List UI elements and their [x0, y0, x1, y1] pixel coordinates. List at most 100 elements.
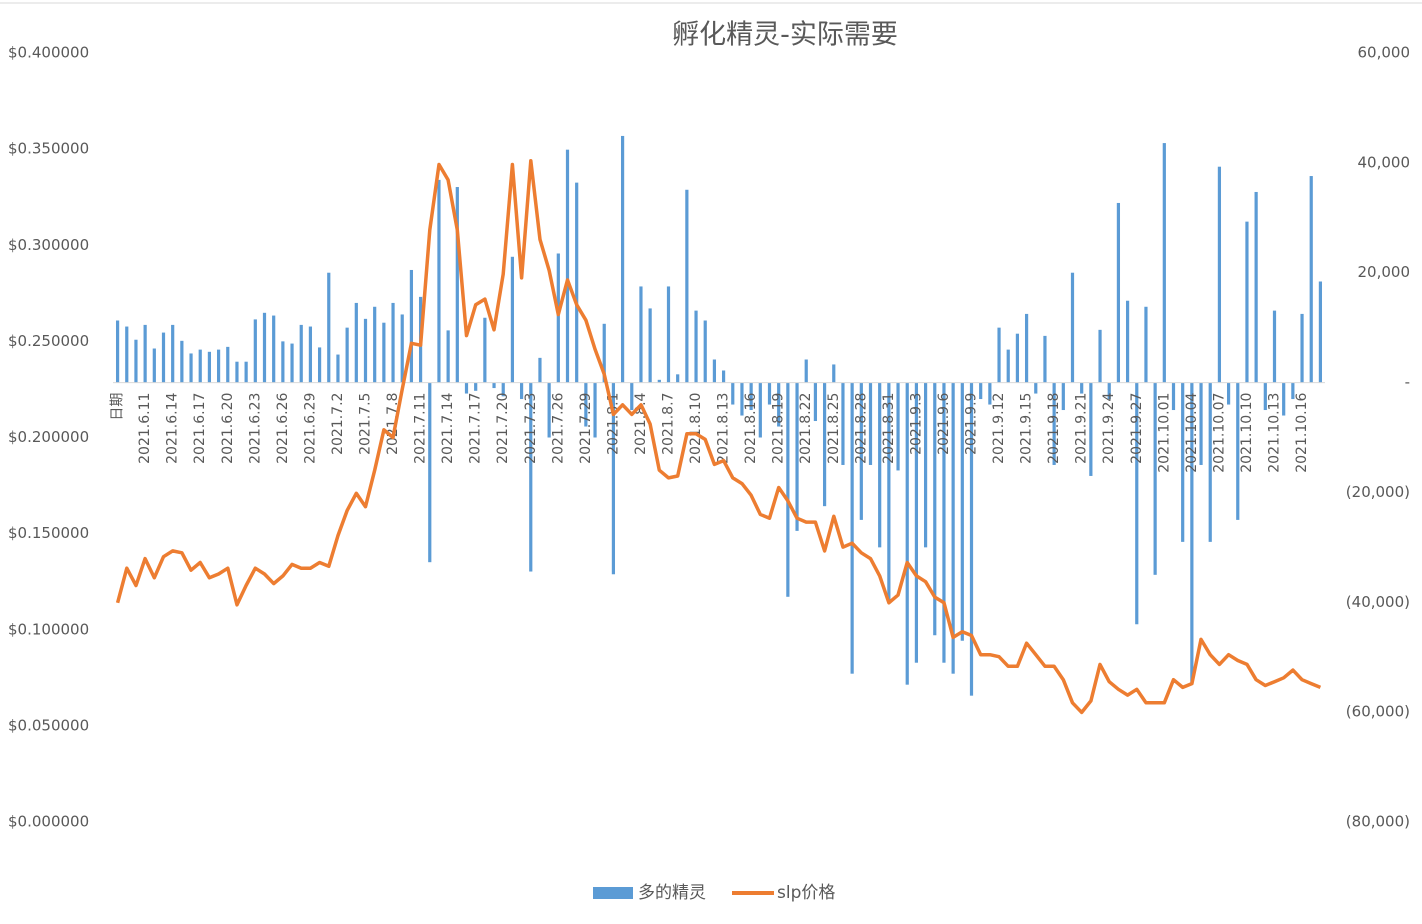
bar: [501, 382, 505, 397]
x-tick-label: 2021.8.16: [743, 392, 759, 463]
bar: [446, 330, 450, 383]
bar: [529, 382, 533, 572]
bar: [960, 382, 964, 641]
bar: [1080, 382, 1084, 394]
bar: [290, 343, 294, 383]
bar: [923, 382, 928, 548]
bar: [1263, 382, 1267, 411]
bar: [1217, 166, 1222, 383]
bar: [1245, 221, 1249, 383]
bar: [1015, 333, 1020, 383]
bar: [207, 351, 212, 383]
bar: [676, 374, 680, 383]
bar: [602, 323, 606, 383]
bar: [226, 346, 230, 383]
bar: [1024, 313, 1029, 383]
bar: [868, 382, 873, 465]
bar: [611, 382, 616, 575]
x-tick-label: 2021.8.28: [853, 393, 869, 464]
bar: [1208, 382, 1212, 542]
bar: [382, 322, 386, 383]
bar: [409, 269, 414, 383]
bar: [400, 314, 404, 383]
bar: [1162, 143, 1166, 383]
x-tick-label: 2021.10.04: [1184, 392, 1200, 472]
x-tick-label: 2021.10.10: [1239, 393, 1255, 473]
bar: [1272, 310, 1277, 383]
bar: [474, 382, 478, 391]
legend-label: slp价格: [777, 883, 835, 903]
y-tick-label: $0.200000: [8, 428, 89, 446]
x-tick-label: 2021.9.21: [1074, 393, 1090, 464]
legend-label: 多的精灵: [638, 883, 706, 903]
bar: [1291, 382, 1295, 400]
bar: [914, 382, 919, 663]
bar: [896, 382, 900, 471]
bar: [767, 382, 772, 405]
bar: [1098, 329, 1102, 383]
y-tick-label: $0.350000: [8, 140, 89, 158]
chart-title: 孵化精灵-实际需要: [672, 20, 898, 51]
x-tick-label: 2021.7.5: [358, 393, 374, 455]
bar: [841, 382, 845, 465]
bar: [822, 382, 827, 507]
bar: [1236, 382, 1240, 520]
x-tick-label: 2021.7.11: [413, 393, 429, 464]
bar: [1125, 300, 1130, 383]
bar: [428, 382, 432, 563]
bar: [556, 253, 560, 383]
x-tick-label: 2021.10.01: [1156, 393, 1172, 473]
x-tick-label: 2021.8.4: [633, 392, 649, 454]
line: [115, 158, 1322, 715]
bar: [1190, 382, 1194, 685]
bar: [327, 272, 331, 383]
bar: [758, 382, 762, 438]
bar: [777, 382, 781, 427]
bar: [373, 306, 377, 383]
x-tick-label: 日期: [110, 393, 126, 421]
bar: [740, 382, 744, 416]
bar: [703, 320, 707, 383]
bar: [152, 348, 156, 383]
bar: [492, 382, 496, 389]
bar: [262, 312, 267, 383]
bar: [1135, 382, 1139, 625]
y2-tick-label: -: [1405, 373, 1410, 391]
bar: [1089, 382, 1093, 476]
x-tick-label: 2021.10.07: [1211, 393, 1227, 473]
bar: [1318, 281, 1323, 383]
bar: [363, 318, 368, 383]
x-tick-label: 2021.7.2: [330, 393, 346, 455]
bar: [1116, 202, 1121, 383]
bar: [584, 382, 588, 427]
bar: [299, 324, 303, 383]
bar: [308, 326, 313, 383]
y-tick-label: $0.400000: [8, 44, 89, 62]
x-tick-label: 2021.6.23: [247, 393, 263, 464]
bar: [979, 382, 983, 400]
x-tick-label: 2021.7.17: [468, 393, 484, 464]
bar: [1171, 382, 1176, 411]
bar: [244, 361, 248, 383]
x-tick-label: 2021.9.15: [1019, 393, 1035, 464]
bar: [547, 382, 551, 438]
bar: [125, 326, 129, 383]
x-tick-label: 2021.7.20: [495, 393, 511, 464]
bar: [519, 382, 524, 400]
bar: [813, 382, 818, 422]
x-tick-label: 2021.8.10: [688, 393, 704, 464]
bar: [997, 327, 1001, 383]
y2-tick-label: (40,000): [1346, 593, 1410, 611]
bar: [887, 382, 891, 603]
bar: [666, 286, 671, 383]
x-tick-label: 2021.9.6: [936, 392, 952, 454]
y-tick-label: $0.150000: [8, 524, 89, 542]
bar: [951, 382, 955, 674]
bar: [795, 382, 799, 531]
x-tick-label: 2021.10.13: [1267, 393, 1283, 473]
bar: [1107, 382, 1111, 400]
x-tick-label: 2021.8.19: [771, 393, 787, 464]
x-tick-label: 2021.8.13: [716, 393, 732, 464]
bar: [1006, 349, 1010, 383]
